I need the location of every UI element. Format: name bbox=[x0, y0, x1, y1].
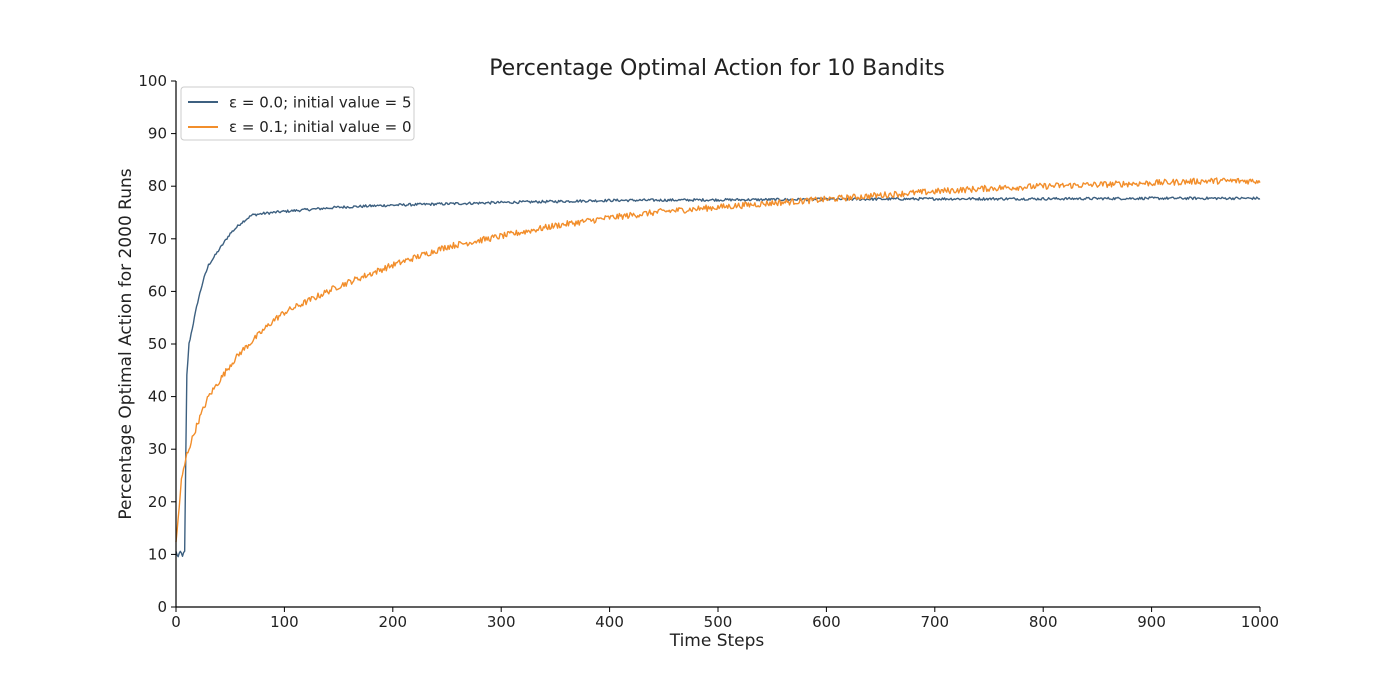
y-tick-label: 50 bbox=[148, 335, 167, 353]
legend-frame bbox=[180, 86, 415, 141]
y-tick-label: 80 bbox=[148, 177, 167, 195]
y-tick-label: 100 bbox=[138, 72, 167, 90]
x-tick-label: 400 bbox=[595, 613, 624, 631]
x-axis-title: Time Steps bbox=[669, 631, 765, 651]
y-tick-label: 20 bbox=[148, 493, 167, 511]
x-tick-label: 900 bbox=[1137, 613, 1166, 631]
series-line-1 bbox=[175, 196, 1261, 558]
x-tick-label: 600 bbox=[812, 613, 841, 631]
y-axis-title: Percentage Optimal Action for 2000 Runs bbox=[116, 168, 136, 519]
x-tick-label: 0 bbox=[171, 613, 181, 631]
y-tick-label: 40 bbox=[148, 388, 167, 406]
x-tick-label: 700 bbox=[920, 613, 949, 631]
y-tick-label: 0 bbox=[157, 598, 167, 616]
x-tick-label: 500 bbox=[704, 613, 733, 631]
legend-label-series-1: ε = 0.0; initial value = 5 bbox=[229, 94, 412, 112]
legend: ε = 0.0; initial value = 5 ε = 0.1; init… bbox=[180, 86, 415, 141]
x-tick-label: 1000 bbox=[1241, 613, 1279, 631]
y-tick-label: 30 bbox=[148, 440, 167, 458]
y-tick-label: 70 bbox=[148, 230, 167, 248]
series-line-2 bbox=[175, 177, 1261, 543]
x-tick-label: 100 bbox=[270, 613, 299, 631]
x-tick-label: 300 bbox=[487, 613, 516, 631]
legend-label-series-2: ε = 0.1; initial value = 0 bbox=[229, 118, 412, 136]
y-tick-label: 60 bbox=[148, 282, 167, 300]
y-axis-ticks: 0 10 20 30 40 50 60 70 80 90 100 bbox=[138, 72, 176, 616]
y-tick-label: 10 bbox=[148, 545, 167, 563]
x-tick-label: 200 bbox=[378, 613, 407, 631]
series-layer bbox=[175, 177, 1261, 558]
x-axis-ticks: 0 100 200 300 400 500 600 700 800 900 1000 bbox=[171, 607, 1279, 631]
x-tick-label: 800 bbox=[1029, 613, 1058, 631]
y-tick-label: 90 bbox=[148, 125, 167, 143]
chart-title: Percentage Optimal Action for 10 Bandits bbox=[489, 56, 945, 81]
